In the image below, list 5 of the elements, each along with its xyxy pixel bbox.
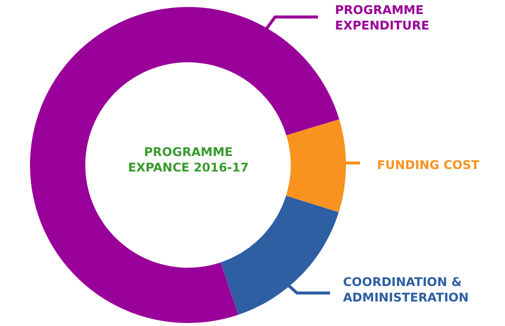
text: PROGRAMME EXPANCE 2016-17 [128,145,249,175]
donut-slice [220,196,339,315]
legend-label: PROGRAMME EXPENDITURE [335,3,430,33]
legend-label: FUNDING COST [377,158,480,172]
slice-label: COORDINATION & ADMINISTERATION [343,275,469,305]
